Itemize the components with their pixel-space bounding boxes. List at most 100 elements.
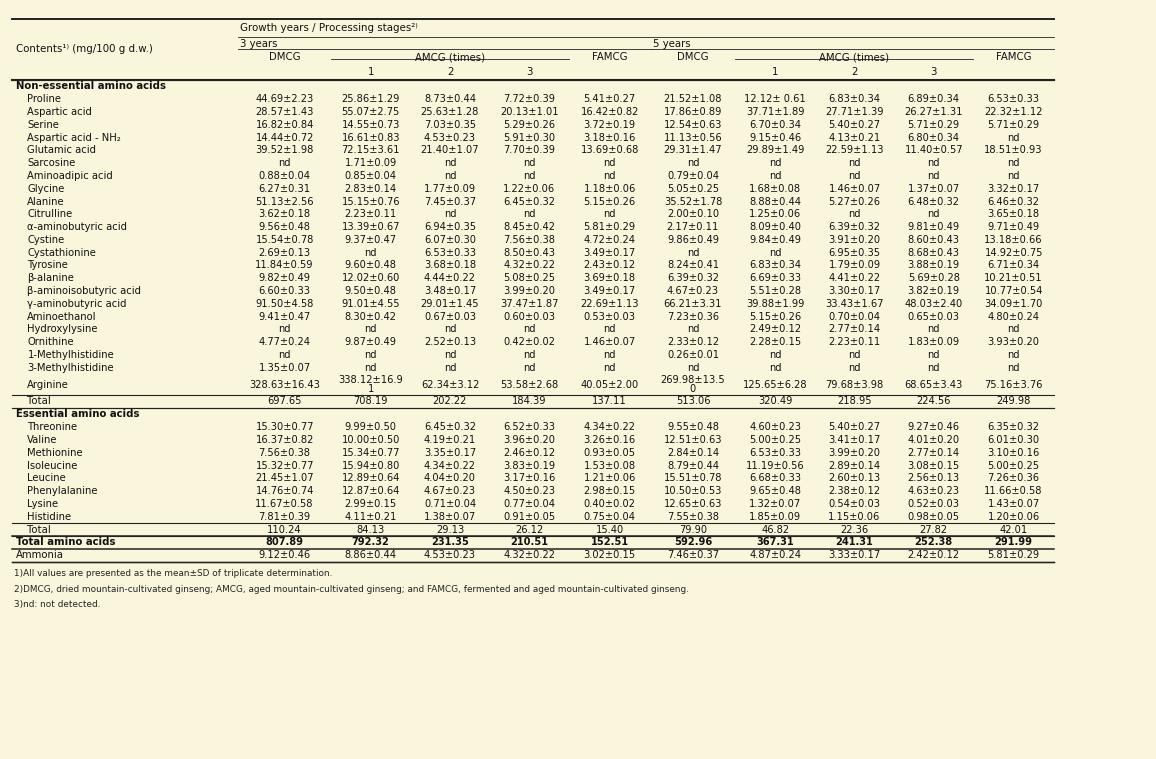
- Text: 22.59±1.13: 22.59±1.13: [825, 145, 883, 156]
- Text: 8.73±0.44: 8.73±0.44: [424, 94, 476, 104]
- Text: 9.27±0.46: 9.27±0.46: [907, 422, 959, 433]
- Text: 3.49±0.17: 3.49±0.17: [584, 247, 636, 257]
- Text: 6.07±0.30: 6.07±0.30: [424, 235, 476, 245]
- Text: 48.03±2.40: 48.03±2.40: [905, 299, 963, 309]
- Text: 0.79±0.04: 0.79±0.04: [667, 171, 719, 181]
- Text: nd: nd: [1007, 158, 1020, 168]
- Text: nd: nd: [603, 209, 616, 219]
- Text: nd: nd: [364, 247, 377, 257]
- Text: nd: nd: [1007, 350, 1020, 360]
- Text: 0.91±0.05: 0.91±0.05: [503, 512, 555, 521]
- Text: 5.71±0.29: 5.71±0.29: [907, 120, 959, 130]
- Text: 152.51: 152.51: [591, 537, 629, 547]
- Text: 1)All values are presented as the mean±SD of triplicate determination.: 1)All values are presented as the mean±S…: [14, 569, 332, 578]
- Text: 8.50±0.43: 8.50±0.43: [503, 247, 555, 257]
- Text: 2.77±0.14: 2.77±0.14: [907, 448, 959, 458]
- Text: 0.26±0.01: 0.26±0.01: [667, 350, 719, 360]
- Text: 3.26±0.16: 3.26±0.16: [584, 435, 636, 445]
- Text: 51.13±2.56: 51.13±2.56: [255, 197, 313, 206]
- Text: nd: nd: [769, 158, 781, 168]
- Text: 42.01: 42.01: [1000, 524, 1028, 534]
- Text: 0: 0: [690, 384, 696, 394]
- Text: 25.63±1.28: 25.63±1.28: [421, 107, 480, 117]
- Text: 708.19: 708.19: [354, 396, 388, 406]
- Text: Methionine: Methionine: [28, 448, 83, 458]
- Text: Proline: Proline: [28, 94, 61, 104]
- Text: 9.81±0.49: 9.81±0.49: [907, 222, 959, 232]
- Text: Tyrosine: Tyrosine: [28, 260, 68, 270]
- Text: 1.15±0.06: 1.15±0.06: [829, 512, 881, 521]
- Text: nd: nd: [364, 350, 377, 360]
- Text: 1: 1: [772, 68, 778, 77]
- Text: 4.60±0.23: 4.60±0.23: [749, 422, 801, 433]
- Text: 0.98±0.05: 0.98±0.05: [907, 512, 959, 521]
- Text: 1.38±0.07: 1.38±0.07: [424, 512, 476, 521]
- Text: 3.30±0.17: 3.30±0.17: [829, 286, 881, 296]
- Text: AMCG (times): AMCG (times): [415, 52, 486, 62]
- Text: 2: 2: [447, 68, 453, 77]
- Text: 3.88±0.19: 3.88±0.19: [907, 260, 959, 270]
- Text: 2.77±0.14: 2.77±0.14: [829, 324, 881, 335]
- Text: nd: nd: [849, 209, 861, 219]
- Text: 3.32±0.17: 3.32±0.17: [987, 184, 1039, 194]
- Text: 6.52±0.33: 6.52±0.33: [503, 422, 555, 433]
- Text: 7.46±0.37: 7.46±0.37: [667, 550, 719, 560]
- Text: 7.56±0.38: 7.56±0.38: [503, 235, 555, 245]
- Text: 12.12± 0.61: 12.12± 0.61: [744, 94, 806, 104]
- Text: nd: nd: [769, 363, 781, 373]
- Text: nd: nd: [849, 350, 861, 360]
- Text: 5.91±0.30: 5.91±0.30: [503, 133, 555, 143]
- Text: 9.55±0.48: 9.55±0.48: [667, 422, 719, 433]
- Text: 72.15±3.61: 72.15±3.61: [341, 145, 400, 156]
- Text: 4.19±0.21: 4.19±0.21: [424, 435, 476, 445]
- Text: nd: nd: [687, 363, 699, 373]
- Text: nd: nd: [444, 158, 457, 168]
- Text: 12.89±0.64: 12.89±0.64: [341, 474, 400, 483]
- Text: Aminoadipic acid: Aminoadipic acid: [28, 171, 113, 181]
- Text: 0.54±0.03: 0.54±0.03: [829, 499, 881, 509]
- Text: 3.82±0.19: 3.82±0.19: [907, 286, 959, 296]
- Text: 75.16±3.76: 75.16±3.76: [985, 380, 1043, 389]
- Text: 6.46±0.32: 6.46±0.32: [987, 197, 1039, 206]
- Text: Glycine: Glycine: [28, 184, 65, 194]
- Text: 7.45±0.37: 7.45±0.37: [424, 197, 476, 206]
- Text: 18.51±0.93: 18.51±0.93: [985, 145, 1043, 156]
- Text: 3.62±0.18: 3.62±0.18: [259, 209, 311, 219]
- Text: 37.47±1.87: 37.47±1.87: [501, 299, 558, 309]
- Text: 6.70±0.34: 6.70±0.34: [749, 120, 801, 130]
- Text: 291.99: 291.99: [994, 537, 1032, 547]
- Text: 9.86±0.49: 9.86±0.49: [667, 235, 719, 245]
- Text: Total amino acids: Total amino acids: [16, 537, 116, 547]
- Text: 21.40±1.07: 21.40±1.07: [421, 145, 480, 156]
- Text: 1.85±0.09: 1.85±0.09: [749, 512, 801, 521]
- Text: 8.79±0.44: 8.79±0.44: [667, 461, 719, 471]
- Text: 8.88±0.44: 8.88±0.44: [749, 197, 801, 206]
- Text: 697.65: 697.65: [267, 396, 302, 406]
- Text: Total: Total: [28, 524, 51, 534]
- Text: 4.01±0.20: 4.01±0.20: [907, 435, 959, 445]
- Text: 4.80±0.24: 4.80±0.24: [987, 312, 1039, 322]
- Text: 2.38±0.12: 2.38±0.12: [829, 487, 881, 496]
- Text: nd: nd: [849, 363, 861, 373]
- Text: 9.71±0.49: 9.71±0.49: [987, 222, 1039, 232]
- Text: 2.89±0.14: 2.89±0.14: [829, 461, 881, 471]
- Text: nd: nd: [687, 324, 699, 335]
- Text: 5.81±0.29: 5.81±0.29: [987, 550, 1039, 560]
- Text: 55.07±2.75: 55.07±2.75: [341, 107, 400, 117]
- Text: nd: nd: [849, 158, 861, 168]
- Text: 1.21±0.06: 1.21±0.06: [584, 474, 636, 483]
- Text: 21.52±1.08: 21.52±1.08: [664, 94, 722, 104]
- Text: 1.83±0.09: 1.83±0.09: [907, 337, 959, 347]
- Text: 792.32: 792.32: [351, 537, 390, 547]
- Text: 12.54±0.63: 12.54±0.63: [664, 120, 722, 130]
- Text: 8.86±0.44: 8.86±0.44: [344, 550, 397, 560]
- Text: 15.94±0.80: 15.94±0.80: [341, 461, 400, 471]
- Text: 4.44±0.22: 4.44±0.22: [424, 273, 476, 283]
- Text: 20.13±1.01: 20.13±1.01: [501, 107, 558, 117]
- Text: FAMCG: FAMCG: [592, 52, 628, 61]
- Text: 11.66±0.58: 11.66±0.58: [985, 487, 1043, 496]
- Text: nd: nd: [1007, 133, 1020, 143]
- Text: 5.40±0.27: 5.40±0.27: [829, 422, 881, 433]
- Text: 15.15±0.76: 15.15±0.76: [341, 197, 400, 206]
- Text: 2.28±0.15: 2.28±0.15: [749, 337, 801, 347]
